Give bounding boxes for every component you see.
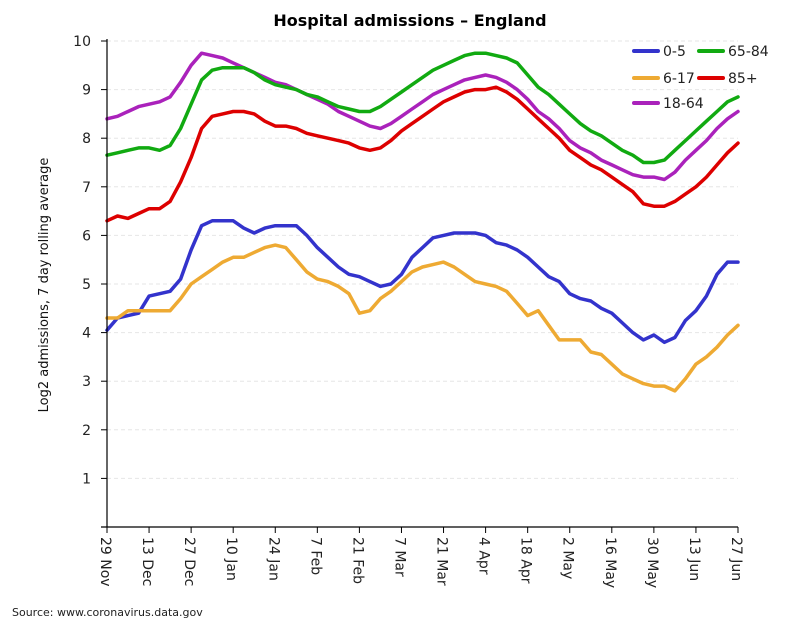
axes [101, 39, 738, 528]
series-line-0-5 [105, 219, 740, 345]
legend-item: 0-5 [632, 44, 686, 60]
series-line-85+ [105, 85, 740, 223]
x-tick-label: 27 Jun [728, 537, 744, 581]
y-tick-label: 7 [82, 180, 91, 196]
x-tick-label: 16 May [602, 537, 618, 588]
x-tick-label: 4 Apr [476, 537, 492, 575]
y-tick-label: 9 [82, 83, 91, 99]
series-line-6-17 [105, 243, 740, 393]
x-tick-label: 30 May [644, 537, 660, 588]
grid-lines [107, 40, 738, 479]
y-tick-label: 4 [82, 326, 91, 342]
y-ticks: 1 2 3 4 5 6 7 8 9 10 [73, 34, 107, 487]
y-axis-title: Log2 admissions, 7 day rolling average [37, 158, 52, 413]
legend: 0-5 65-84 6-17 85+ 18-64 [632, 44, 769, 112]
x-tick-label: 27 Dec [181, 537, 197, 586]
legend-item: 6-17 [632, 71, 695, 87]
x-tick-label: 18 Apr [518, 537, 534, 584]
y-tick-label: 2 [82, 423, 91, 439]
legend-label: 6-17 [663, 71, 695, 87]
x-tick-label: 29 Nov [97, 537, 113, 587]
x-ticks: 29 Nov 13 Dec 27 Dec 10 Jan 24 Jan 7 Feb 21 Fe… [97, 527, 744, 588]
series-line-65-84 [105, 51, 740, 165]
x-tick-label: 2 May [560, 537, 576, 579]
legend-item: 85+ [697, 71, 758, 87]
x-tick-label: 21 Feb [349, 537, 365, 584]
x-tick-label: 21 Mar [434, 537, 450, 586]
x-tick-label: 13 Dec [139, 537, 155, 586]
chart-title: Hospital admissions – England [273, 11, 546, 30]
y-tick-label: 1 [82, 471, 91, 487]
series-layer [105, 51, 740, 393]
y-tick-label: 8 [82, 131, 91, 147]
source-note: Source: www.coronavirus.data.gov [12, 606, 203, 619]
x-tick-label: 24 Jan [265, 537, 281, 581]
x-tick-label: 10 Jan [223, 537, 239, 581]
legend-item: 65-84 [697, 44, 769, 60]
legend-item: 18-64 [632, 96, 704, 112]
x-tick-label: 13 Jun [686, 537, 702, 581]
y-tick-label: 10 [73, 34, 91, 50]
legend-label: 65-84 [728, 44, 769, 60]
y-tick-label: 3 [82, 374, 91, 390]
y-tick-label: 5 [82, 277, 91, 293]
x-tick-label: 7 Feb [307, 537, 323, 575]
legend-label: 0-5 [663, 44, 686, 60]
x-tick-label: 7 Mar [391, 537, 407, 577]
legend-label: 18-64 [663, 96, 704, 112]
legend-label: 85+ [728, 71, 758, 87]
series-line-18-64 [105, 51, 740, 182]
y-tick-label: 6 [82, 228, 91, 244]
